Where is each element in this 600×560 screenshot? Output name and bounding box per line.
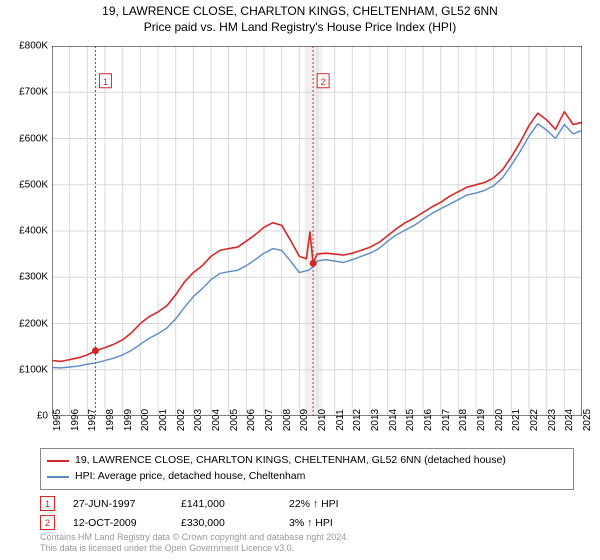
footer-line-1: Contains HM Land Registry data © Crown c… [40,532,349,543]
x-tick-label: 2011 [335,409,346,431]
event-price-2: £330,000 [181,517,271,529]
x-tick-label: 2010 [317,409,328,431]
legend-row-hpi: HPI: Average price, detached house, Chel… [47,469,567,485]
figure-container: 19, LAWRENCE CLOSE, CHARLTON KINGS, CHEL… [0,0,600,560]
event-marker-2: 2 [40,515,55,530]
y-tick-label: £100K [8,364,48,375]
x-tick-label: 1996 [70,409,81,431]
chart-area: 12 £0£100K£200K£300K£400K£500K£600K£700K… [52,46,582,416]
x-tick-label: 2013 [370,409,381,431]
x-tick-label: 1997 [87,409,98,431]
y-tick-label: £400K [8,226,48,237]
x-tick-label: 2009 [299,409,310,431]
x-tick-label: 2020 [494,409,505,431]
y-tick-label: £800K [8,41,48,52]
footer-attribution: Contains HM Land Registry data © Crown c… [40,532,349,554]
legend-box: 19, LAWRENCE CLOSE, CHARLTON KINGS, CHEL… [40,448,574,490]
x-tick-label: 2012 [352,409,363,431]
events-block: 1 27-JUN-1997 £141,000 22% ↑ HPI 2 12-OC… [40,492,560,530]
x-tick-label: 2001 [158,409,169,431]
x-tick-label: 2021 [511,409,522,431]
title-block: 19, LAWRENCE CLOSE, CHARLTON KINGS, CHEL… [0,0,600,34]
x-tick-label: 2025 [582,409,593,431]
event-date-2: 12-OCT-2009 [73,517,163,529]
x-tick-label: 1999 [123,409,134,431]
y-tick-label: £500K [8,179,48,190]
event-delta-2: 3% ↑ HPI [289,517,379,529]
event-row-2: 2 12-OCT-2009 £330,000 3% ↑ HPI [40,515,560,530]
legend-label-hpi: HPI: Average price, detached house, Chel… [75,469,305,485]
x-tick-label: 2016 [423,409,434,431]
x-tick-label: 2003 [193,409,204,431]
y-tick-label: £0 [8,411,48,422]
x-tick-label: 1995 [52,409,63,431]
x-tick-label: 2014 [388,409,399,431]
chart-title-address: 19, LAWRENCE CLOSE, CHARLTON KINGS, CHEL… [0,4,600,18]
svg-text:2: 2 [321,77,326,87]
x-tick-label: 2015 [405,409,416,431]
event-delta-1: 22% ↑ HPI [289,498,379,510]
svg-text:1: 1 [103,77,108,87]
x-tick-label: 2024 [564,409,575,431]
x-tick-label: 2019 [476,409,487,431]
x-tick-label: 2007 [264,409,275,431]
chart-subtitle: Price paid vs. HM Land Registry's House … [0,20,600,34]
x-tick-label: 2006 [246,409,257,431]
legend-swatch-property [47,460,69,462]
legend-swatch-hpi [47,476,69,478]
legend-row-property: 19, LAWRENCE CLOSE, CHARLTON KINGS, CHEL… [47,453,567,469]
footer-line-2: This data is licensed under the Open Gov… [40,543,349,554]
y-tick-label: £700K [8,87,48,98]
x-tick-label: 2022 [529,409,540,431]
event-price-1: £141,000 [181,498,271,510]
y-tick-label: £200K [8,318,48,329]
event-marker-1: 1 [40,496,55,511]
x-tick-label: 2002 [176,409,187,431]
x-tick-label: 2005 [229,409,240,431]
legend-label-property: 19, LAWRENCE CLOSE, CHARLTON KINGS, CHEL… [75,453,506,469]
x-tick-label: 2018 [458,409,469,431]
event-row-1: 1 27-JUN-1997 £141,000 22% ↑ HPI [40,496,560,511]
y-tick-label: £600K [8,133,48,144]
x-tick-label: 2023 [547,409,558,431]
x-tick-label: 2017 [441,409,452,431]
x-tick-label: 1998 [105,409,116,431]
x-tick-label: 2004 [211,409,222,431]
chart-svg: 12 [52,46,582,416]
x-tick-label: 2000 [140,409,151,431]
y-tick-label: £300K [8,272,48,283]
event-date-1: 27-JUN-1997 [73,498,163,510]
x-tick-label: 2008 [282,409,293,431]
